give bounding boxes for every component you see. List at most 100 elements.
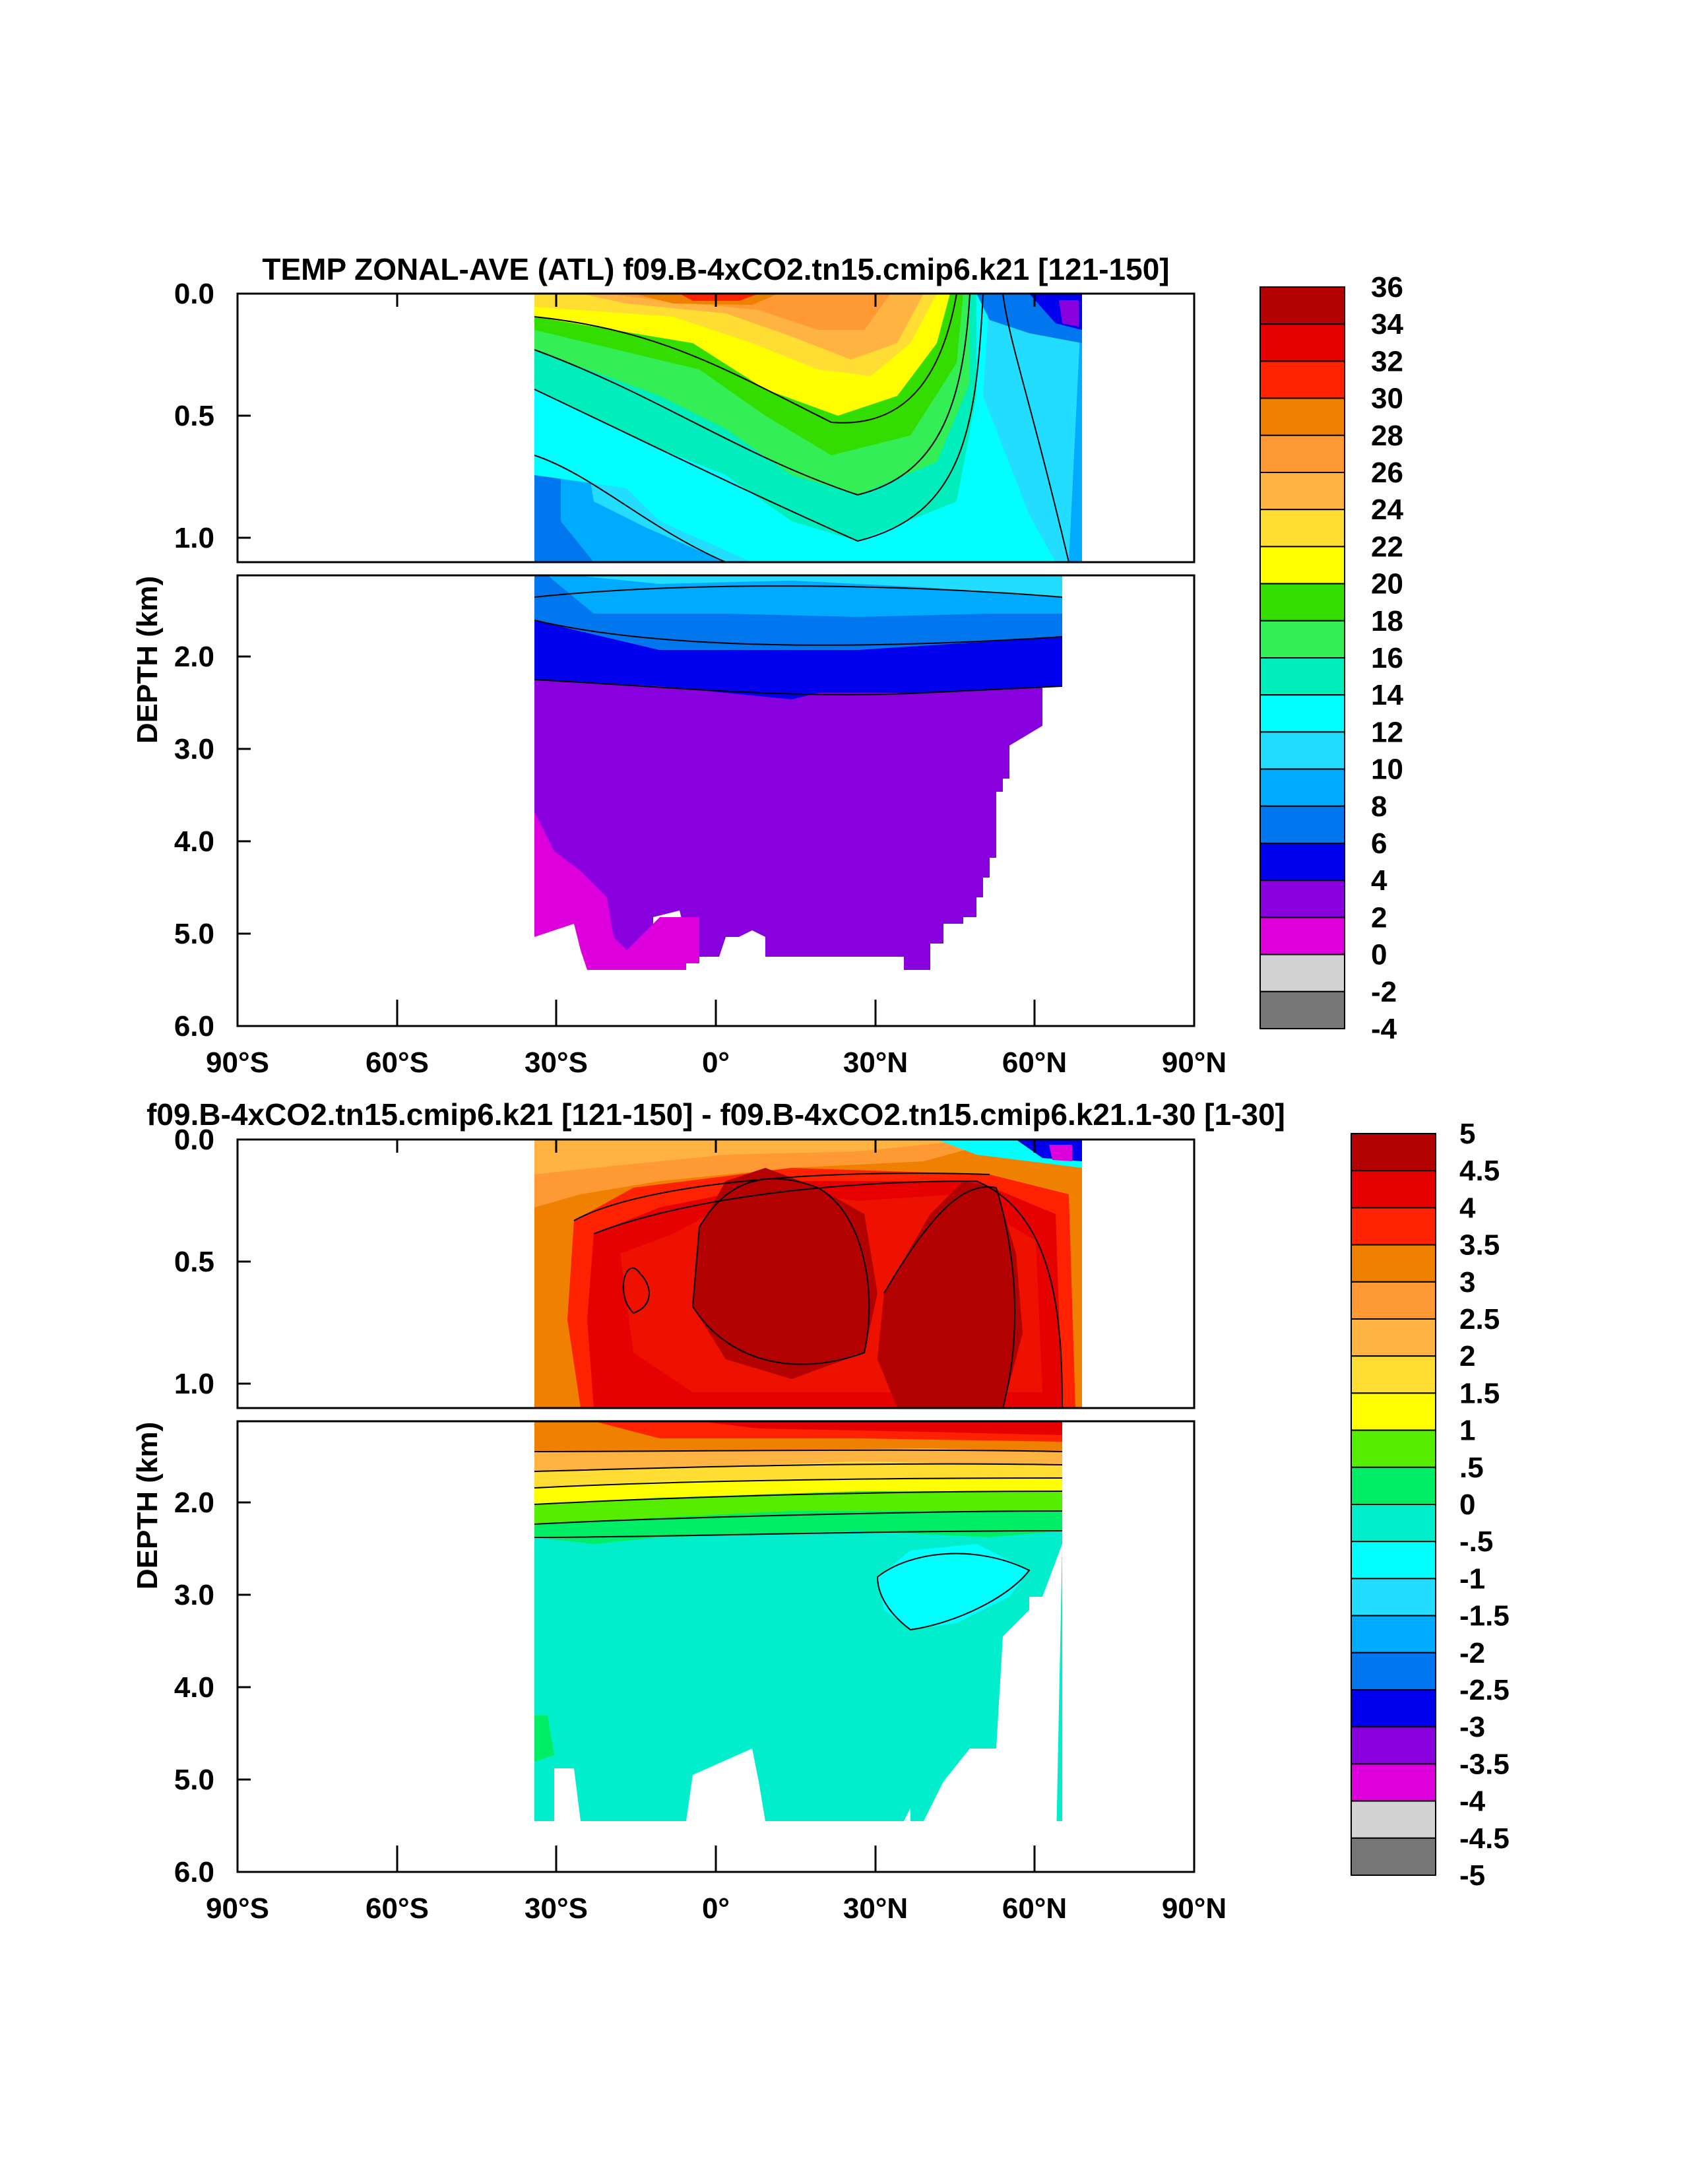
chart-2-colorbar-label-8: 1: [1459, 1415, 1475, 1447]
chart-1-colorbar-label-1: 34: [1371, 308, 1403, 340]
chart-1-lower-yticks: [238, 655, 251, 935]
chart-2-colorbar-label-17: -3.5: [1459, 1748, 1510, 1780]
chart-1-xtick-30s: 30°S: [525, 1046, 588, 1079]
chart-2-ytick-0: 0.0: [174, 1124, 214, 1156]
chart-2-lower-field: [534, 1421, 1194, 1872]
anom-region-3.5-4: [699, 1421, 1062, 1435]
chart-2-colorbar-label-16: -3: [1459, 1711, 1485, 1743]
chart-2-lower-nodata-left: [239, 1423, 534, 1871]
chart-1-upper-nodata-right: [1082, 356, 1193, 561]
chart-1-ytick-5: 5.0: [174, 918, 214, 950]
chart-2-contours-lower: [534, 1449, 1063, 1631]
temp-region-cold-north-3: [1059, 300, 1079, 327]
temp-region-4-6: [534, 620, 1062, 699]
chart-1-lower-nodata-left: [239, 577, 534, 1025]
chart-2-colorbar-label-15: -2.5: [1459, 1674, 1510, 1706]
chart-1-colorbar-label-16: 4: [1371, 864, 1387, 897]
chart-2-colorbar-swatch-1: [1351, 1170, 1436, 1209]
chart-1-colorbar-label-3: 30: [1371, 383, 1403, 415]
chart-1-colorbar-label-7: 22: [1371, 530, 1403, 563]
chart-2-colorbar-label-20: -5: [1459, 1859, 1485, 1892]
chart-1-colorbar-swatch-15: [1259, 843, 1345, 882]
chart-2-colorbar-swatch-17: [1351, 1763, 1436, 1802]
chart-2-colorbar-swatch-6: [1351, 1355, 1436, 1394]
chart-1-colorbar-swatch-1: [1259, 323, 1345, 362]
chart-1-colorbar-swatch-12: [1259, 731, 1345, 770]
chart-1-colorbar-label-5: 26: [1371, 457, 1403, 489]
chart-2-colorbar-swatch-19: [1351, 1837, 1436, 1877]
anom-region-white-notch-2: [686, 1749, 765, 1821]
chart-1-ytick-1.0: 1.0: [174, 522, 214, 554]
chart-2-ytick-5: 5.0: [174, 1764, 214, 1796]
chart-1-colorbar-swatch-6: [1259, 509, 1345, 548]
chart-2-colorbar-swatch-11: [1351, 1541, 1436, 1580]
chart-1-xtick-60n: 60°N: [1002, 1046, 1067, 1079]
chart-1-colorbar-label-6: 24: [1371, 494, 1403, 526]
chart-1: TEMP ZONAL-AVE (ATL) f09.B-4xCO2.tn15.cm…: [131, 252, 1403, 1079]
chart-2-upper-nodata-left: [239, 1141, 534, 1407]
chart-2-xtick-0: 0°: [702, 1892, 730, 1925]
chart-2-colorbar-swatch-5: [1351, 1318, 1436, 1357]
chart-2-xtick-30n: 30°N: [843, 1892, 908, 1925]
chart-2-colorbar-swatch-7: [1351, 1392, 1436, 1431]
anom-region-cold-north-3: [1049, 1145, 1072, 1161]
chart-1-colorbar-label-2: 32: [1371, 345, 1403, 377]
chart-2-colorbar-swatch-10: [1351, 1504, 1436, 1543]
chart-2-colorbar-label-0: 5: [1459, 1118, 1475, 1150]
chart-2-colorbar-swatch-2: [1351, 1207, 1436, 1246]
chart-2-xtick-90s: 90°S: [206, 1892, 269, 1925]
chart-2-xtick-30s: 30°S: [525, 1892, 588, 1925]
chart-1-ylabel: DEPTH (km): [131, 576, 164, 744]
chart-2-ytick-0.5: 0.5: [174, 1246, 214, 1278]
chart-1-colorbar-label-20: -4: [1371, 1013, 1397, 1045]
chart-1-colorbar-swatch-18: [1259, 953, 1345, 992]
chart-1-colorbar-swatch-2: [1259, 360, 1345, 399]
chart-2-colorbar-label-10: 0: [1459, 1489, 1475, 1521]
chart-1-colorbar-swatch-9: [1259, 620, 1345, 658]
chart-1-colorbar-label-13: 10: [1371, 754, 1403, 786]
chart-2-xtick-90n: 90°N: [1162, 1892, 1227, 1925]
chart-2-colorbar-swatch-15: [1351, 1689, 1436, 1728]
chart-2-colorbar-label-5: 2.5: [1459, 1303, 1500, 1335]
chart-1-contours-lower: [534, 585, 1063, 695]
temp-region-white-bottom: [534, 970, 1194, 1026]
chart-2-colorbar-swatch-9: [1351, 1466, 1436, 1506]
anom-region-gt5-east: [877, 1181, 1023, 1408]
chart-1-colorbar-swatch-11: [1259, 694, 1345, 733]
chart-1-colorbar-swatch-3: [1259, 397, 1345, 436]
temp-region-30-32: [680, 294, 759, 301]
chart-1-colorbar-swatch-5: [1259, 472, 1345, 511]
temp-region-10-12: [574, 575, 1062, 597]
chart-1-colorbar-swatch-7: [1259, 546, 1345, 585]
chart-1-colorbar-label-9: 18: [1371, 605, 1403, 637]
chart-2-lower-yticks: [238, 1501, 251, 1781]
chart-1-upper-nodata-left: [239, 295, 534, 561]
chart-1-upper-field: [534, 294, 1082, 562]
chart-2-colorbar-label-13: -1.5: [1459, 1600, 1510, 1632]
chart-2-xticks: [396, 1140, 1036, 1872]
chart-2-ytick-1.0: 1.0: [174, 1368, 214, 1400]
temp-region-2-4: [534, 660, 1042, 970]
chart-2-colorbar-label-12: -1: [1459, 1562, 1485, 1595]
chart-2: f09.B-4xCO2.tn15.cmip6.k21 [121-150] - f…: [131, 1097, 1510, 1925]
chart-2-colorbar-swatch-18: [1351, 1800, 1436, 1839]
chart-2-colorbar-swatch-13: [1351, 1615, 1436, 1654]
chart-1-lower-field: [534, 575, 1194, 1026]
chart-1-ytick-0: 0.0: [174, 278, 214, 310]
chart-1-ytick-0.5: 0.5: [174, 400, 214, 432]
chart-2-colorbar-label-3: 3.5: [1459, 1229, 1500, 1262]
chart-2-colorbar-swatch-8: [1351, 1429, 1436, 1468]
chart-2-colorbar-swatch-0: [1351, 1133, 1436, 1172]
chart-1-upper-yticks: [238, 292, 251, 539]
chart-2-colorbar-swatch-4: [1351, 1281, 1436, 1320]
chart-1-colorbar-label-8: 20: [1371, 568, 1403, 600]
chart-2-contours: [573, 1172, 1063, 1408]
chart-1-xtick-90n: 90°N: [1162, 1046, 1227, 1079]
chart-2-colorbar-label-2: 4: [1459, 1192, 1476, 1224]
chart-2-colorbar-label-18: -4: [1459, 1785, 1486, 1818]
temp-region-white-right: [1056, 575, 1194, 1026]
chart-1-title: TEMP ZONAL-AVE (ATL) f09.B-4xCO2.tn15.cm…: [262, 252, 1169, 286]
chart-1-ytick-2: 2.0: [174, 641, 214, 673]
